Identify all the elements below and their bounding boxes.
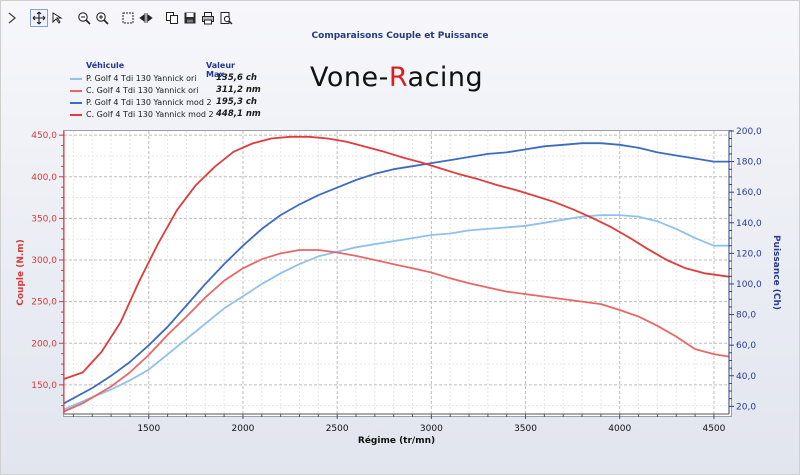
x-tick-label: 4000 — [608, 424, 631, 434]
x-tick-label: 2000 — [232, 424, 255, 434]
y-right-tick-label: 120,0 — [736, 249, 762, 259]
y-right-tick-label: 40,0 — [736, 372, 756, 382]
y-right-tick-label: 20,0 — [736, 402, 756, 412]
y-left-tick-label: 250,0 — [31, 298, 57, 308]
print-preview-icon[interactable] — [218, 10, 234, 26]
legend-item: P. Golf 4 Tdi 130 Yannick mod 2 — [70, 97, 212, 108]
legend-item: C. Golf 4 Tdi 130 Yannick ori — [70, 85, 199, 96]
legend-series-name: P. Golf 4 Tdi 130 Yannick ori — [86, 74, 197, 83]
y-left-tick-label: 450,0 — [31, 131, 57, 141]
x-tick-label: 3500 — [514, 424, 537, 434]
expand-arrow-icon[interactable] — [4, 10, 20, 26]
y-right-tick-label: 140,0 — [736, 219, 762, 229]
legend-max-value: 311,2 nm — [216, 85, 261, 95]
y-left-tick-label: 300,0 — [31, 256, 57, 266]
legend-header-max-value: Valeur Max — [206, 61, 235, 79]
series-line-1 — [63, 214, 729, 411]
y-right-tick-label: 80,0 — [736, 311, 756, 321]
pan-icon[interactable] — [30, 9, 48, 27]
legend-header-vehicle: Véhicule — [86, 61, 125, 70]
x-tick-label: 2500 — [326, 424, 349, 434]
x-tick-label: 4500 — [702, 424, 725, 434]
legend-max-value: 448,1 nm — [216, 109, 261, 119]
toolbar — [4, 8, 234, 28]
zoom-in-icon[interactable] — [94, 10, 110, 26]
series-line-3 — [63, 142, 729, 405]
chart-title: Comparaisons Couple et Puissance — [311, 31, 489, 41]
fit-icon[interactable] — [138, 10, 154, 26]
print-icon[interactable] — [200, 10, 216, 26]
pointer-zoom-icon[interactable] — [50, 10, 66, 26]
x-tick-label: 3000 — [420, 424, 443, 434]
series-line-4 — [63, 135, 730, 380]
legend-swatch — [70, 101, 82, 104]
legend-max-value: 135,6 ch — [216, 73, 257, 83]
legend-series-name: P. Golf 4 Tdi 130 Yannick mod 2 — [86, 98, 212, 107]
plot-area[interactable] — [63, 130, 732, 417]
y-right-tick-label: 180,0 — [736, 158, 762, 168]
legend-item: P. Golf 4 Tdi 130 Yannick ori — [70, 73, 197, 84]
y-right-axis-title: Puissance (Ch) — [771, 235, 781, 310]
vone-racing-logo: Vone-Racing — [310, 62, 484, 93]
y-right-tick-label: 160,0 — [736, 188, 762, 198]
select-rect-icon[interactable] — [120, 10, 136, 26]
y-right-tick-label: 200,0 — [736, 127, 762, 137]
zoom-out-icon[interactable] — [76, 10, 92, 26]
y-left-tick-label: 350,0 — [31, 214, 57, 224]
y-left-tick-label: 400,0 — [31, 173, 57, 183]
x-tick-label: 1500 — [137, 424, 160, 434]
y-left-axis-title: Couple (N.m) — [16, 239, 26, 306]
y-right-tick-label: 100,0 — [736, 280, 762, 290]
legend-swatch — [70, 89, 82, 92]
series-line-2 — [63, 249, 730, 413]
legend-max-value: 195,3 ch — [216, 97, 257, 107]
y-left-tick-label: 150,0 — [31, 381, 57, 391]
y-left-tick-label: 200,0 — [31, 339, 57, 349]
legend-series-name: C. Golf 4 Tdi 130 Yannick ori — [86, 86, 199, 95]
copy-icon[interactable] — [164, 10, 180, 26]
legend-swatch — [70, 113, 82, 116]
legend-swatch — [70, 77, 82, 80]
save-icon[interactable] — [182, 10, 198, 26]
legend-item: C. Golf 4 Tdi 130 Yannick mod 2 — [70, 109, 214, 120]
y-right-tick-label: 60,0 — [736, 341, 756, 351]
legend-series-name: C. Golf 4 Tdi 130 Yannick mod 2 — [86, 110, 214, 119]
x-axis-title: Régime (tr/mn) — [358, 435, 435, 446]
